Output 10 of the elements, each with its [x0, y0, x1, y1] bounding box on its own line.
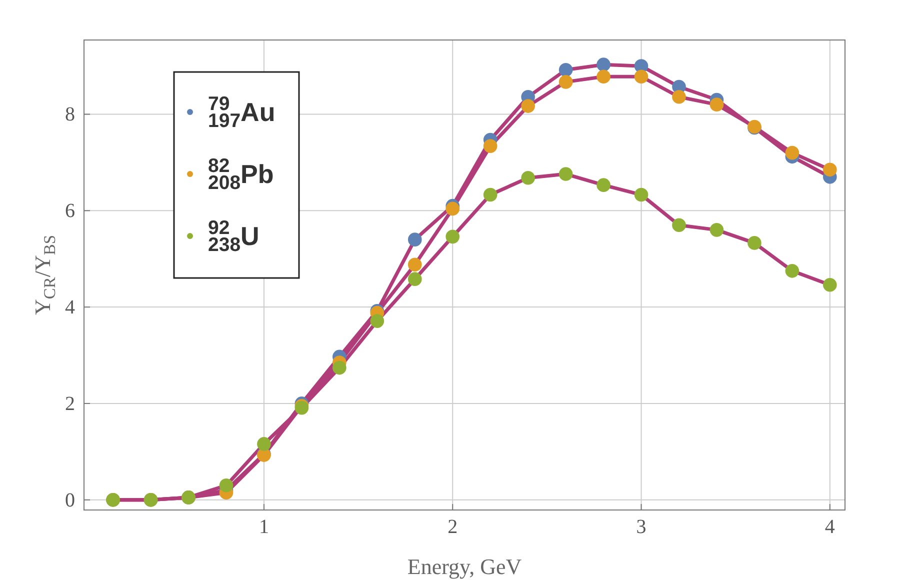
y-tick-label: 0	[65, 489, 75, 512]
y-tick-label: 2	[65, 392, 75, 415]
x-tick-label: 1	[258, 516, 269, 538]
y-tick-label: 8	[65, 104, 75, 126]
x-tick-label: 2	[448, 516, 458, 538]
y-tick-label: 4	[65, 296, 75, 318]
x-axis-title: Energy, GeV	[407, 554, 522, 579]
y-tick-label: 6	[65, 200, 75, 222]
x-tick-label: 4	[824, 516, 835, 538]
x-tick-label: 3	[636, 516, 646, 538]
